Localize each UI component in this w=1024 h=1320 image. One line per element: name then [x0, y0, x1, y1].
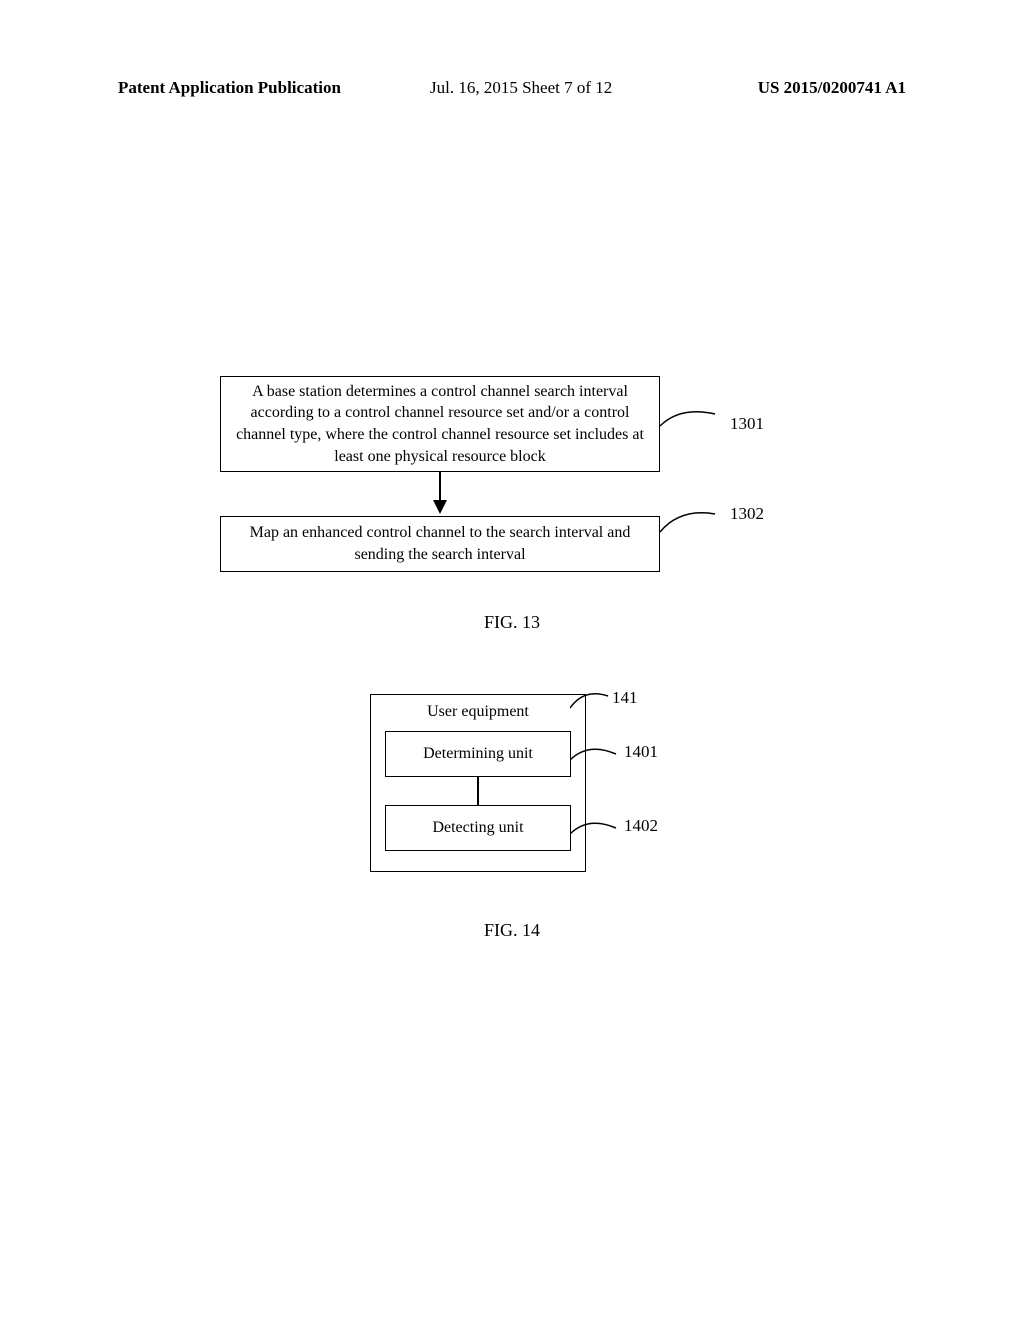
header-right: US 2015/0200741 A1 [758, 78, 906, 98]
ref-number-1302: 1302 [730, 504, 764, 524]
leader-line-icon [660, 510, 730, 540]
ref-number-1402: 1402 [624, 816, 658, 836]
determining-unit-label: Determining unit [423, 745, 533, 763]
detecting-unit-label: Detecting unit [432, 819, 523, 837]
ref-number-1301: 1301 [730, 414, 764, 434]
connector-line [477, 777, 479, 805]
flow-step-1302-text: Map an enhanced control channel to the s… [233, 522, 647, 565]
determining-unit-block: Determining unit [385, 731, 571, 777]
figure-14-caption: FIG. 14 [0, 920, 1024, 941]
flow-arrow [438, 472, 442, 516]
ref-number-141: 141 [612, 688, 638, 708]
header-center: Jul. 16, 2015 Sheet 7 of 12 [430, 78, 612, 98]
flow-step-1302: Map an enhanced control channel to the s… [220, 516, 660, 572]
leader-line-icon [570, 818, 626, 844]
flow-step-1301-text: A base station determines a control chan… [231, 381, 649, 467]
user-equipment-label: User equipment [371, 703, 585, 721]
page-header: Patent Application Publication Jul. 16, … [0, 78, 1024, 108]
arrow-head-icon [433, 500, 447, 514]
user-equipment-block: User equipment Determining unit Detectin… [370, 694, 586, 872]
leader-line-icon [570, 744, 626, 770]
ref-number-1401: 1401 [624, 742, 658, 762]
figure-13-caption: FIG. 13 [0, 612, 1024, 633]
flow-step-1301: A base station determines a control chan… [220, 376, 660, 472]
leader-line-icon [660, 408, 730, 438]
detecting-unit-block: Detecting unit [385, 805, 571, 851]
header-left: Patent Application Publication [118, 78, 341, 98]
